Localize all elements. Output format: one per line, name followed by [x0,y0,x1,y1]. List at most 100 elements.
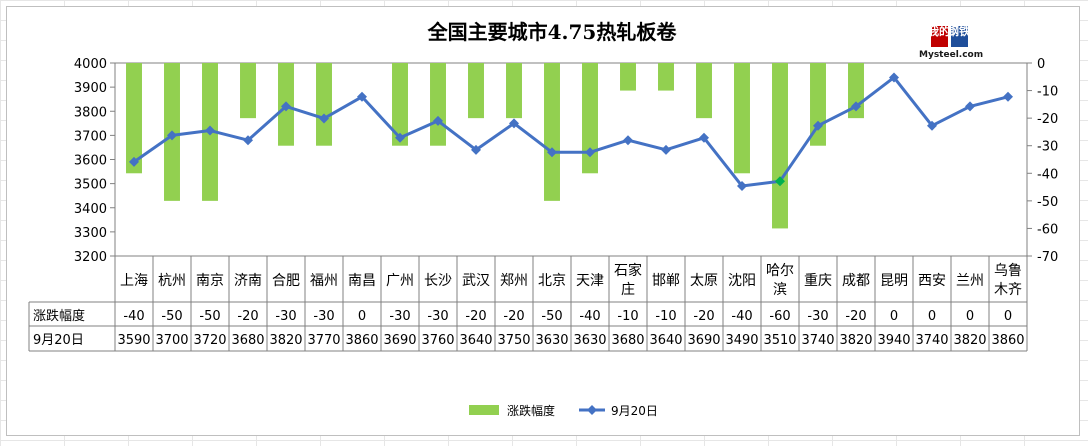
line-point-12 [585,147,595,158]
line-point-14 [661,144,671,155]
line-point-11 [547,147,557,158]
table-cell-change-21: 0 [928,309,936,324]
y-left-tick-label: 4000 [74,57,107,72]
line-point-10 [509,118,519,129]
legend-label-line: 9月20日 [611,404,658,418]
table-cell-change-11: -50 [541,309,562,324]
bar-12 [582,63,598,174]
bar-3 [240,63,256,119]
table-cell-change-4: -30 [275,309,296,324]
table-cell-change-22: 0 [966,309,974,324]
category-label-5: 福州 [310,273,338,289]
category-label-11: 北京 [538,273,566,289]
category-label-10: 郑州 [500,273,528,289]
category-label-17: 哈尔 [766,263,794,279]
axes: 3200 3300 3400 3500 3600 3700 3800 3900 4000 0 -10… [74,57,1058,265]
category-label-15: 太原 [690,273,718,289]
y-left-tick-label: 3200 [74,250,107,265]
line-point-20 [889,72,899,83]
legend: 涨跌幅度 9月20日 [469,403,658,418]
table-cell-price-16: 3490 [725,333,758,348]
y-right-tick-label: -10 [1037,85,1058,100]
table-cell-change-12: -40 [579,309,600,324]
line-point-8 [433,115,443,126]
line-point-4 [281,101,291,112]
table-cell-price-2: 3720 [193,333,226,348]
line-point-9 [471,144,481,155]
table-cell-change-7: -30 [389,309,410,324]
table-cell-change-16: -40 [731,309,752,324]
logo-cn-2: 钢铁 [948,24,970,38]
bar-13 [620,63,636,91]
category-label-13: 石家 [614,262,642,279]
bar-series [126,63,864,229]
category-label-12: 天津 [576,273,604,289]
chart-title: 全国主要城市4.75热轧板卷 [427,20,678,44]
table-series-name-line: 9月20日 [33,333,84,348]
table-cell-change-19: -20 [845,309,866,324]
category-label-23: 乌鲁 [994,263,1022,279]
line-point-18 [813,120,823,131]
category-label-22: 兰州 [956,273,984,289]
bar-11 [544,63,560,201]
line-point-23 [1003,91,1013,102]
table-cell-price-21: 3740 [915,333,948,348]
chart-area[interactable]: 全国主要城市4.75热轧板卷 我的 钢铁 Mysteel.com 3200 3300 3… [6,6,1080,436]
table-cell-price-1: 3700 [155,333,188,348]
line-point-7 [395,132,405,143]
category-label-2: 南京 [196,273,224,289]
data-table: 涨跌幅度 9月20日 上海 -40 3590 杭州 -50 3700 南京 -50 3720 济南 -2… [28,255,1028,352]
bar-17 [772,63,788,229]
table-cell-price-9: 3640 [459,333,492,348]
line-point-5 [319,113,329,124]
line-point-0 [129,156,139,167]
line-point-15 [699,132,709,143]
line-point-3 [243,135,253,146]
table-cell-change-2: -50 [199,309,220,324]
table-cell-price-20: 3940 [877,333,910,348]
table-cell-change-9: -20 [465,309,486,324]
y-right-tick-label: -20 [1037,112,1058,127]
table-cell-price-7: 3690 [383,333,416,348]
table-cell-price-17: 3510 [763,333,796,348]
table-cell-price-18: 3740 [801,333,834,348]
y-left-tick-label: 3600 [74,154,107,169]
table-cell-change-1: -50 [161,309,182,324]
table-cell-price-8: 3760 [421,333,454,348]
logo-block-2 [951,26,968,47]
category-label-9: 武汉 [462,273,490,289]
y-right-tick-label: -70 [1037,250,1058,265]
table-cell-change-15: -20 [693,309,714,324]
line-path [133,75,1009,188]
category-label-14: 邯郸 [652,273,680,289]
table-cell-price-23: 3860 [991,333,1024,348]
category-label-20: 昆明 [880,273,908,289]
category-label-8: 长沙 [424,273,452,289]
y-right-tick-label: -50 [1037,195,1058,210]
line-point-6 [357,91,367,102]
bar-15 [696,63,712,119]
table-cell-price-12: 3630 [573,333,606,348]
y-left-tick-label: 3300 [74,226,107,241]
table-cell-price-0: 3590 [117,333,150,348]
category-label-4: 合肥 [272,273,300,289]
line-point-2 [205,125,215,136]
bar-7 [392,63,408,146]
logo-en: Mysteel.com [919,50,983,60]
bar-10 [506,63,522,119]
category-label-13-line2: 庄 [621,281,635,298]
table-cell-price-19: 3820 [839,333,872,348]
y-left-tick-label: 3900 [74,81,107,96]
y-right-tick-label: -30 [1037,140,1058,155]
category-label-0: 上海 [120,273,148,289]
y-left-tick-label: 3400 [74,202,107,217]
category-label-17-line2: 滨 [773,282,787,298]
table-series-name-bars: 涨跌幅度 [33,308,85,324]
table-cell-change-13: -10 [617,309,638,324]
category-label-23-line2: 木齐 [994,282,1022,298]
category-label-16: 沈阳 [728,273,756,289]
table-cell-change-23: 0 [1004,309,1012,324]
table-cell-price-4: 3820 [269,333,302,348]
